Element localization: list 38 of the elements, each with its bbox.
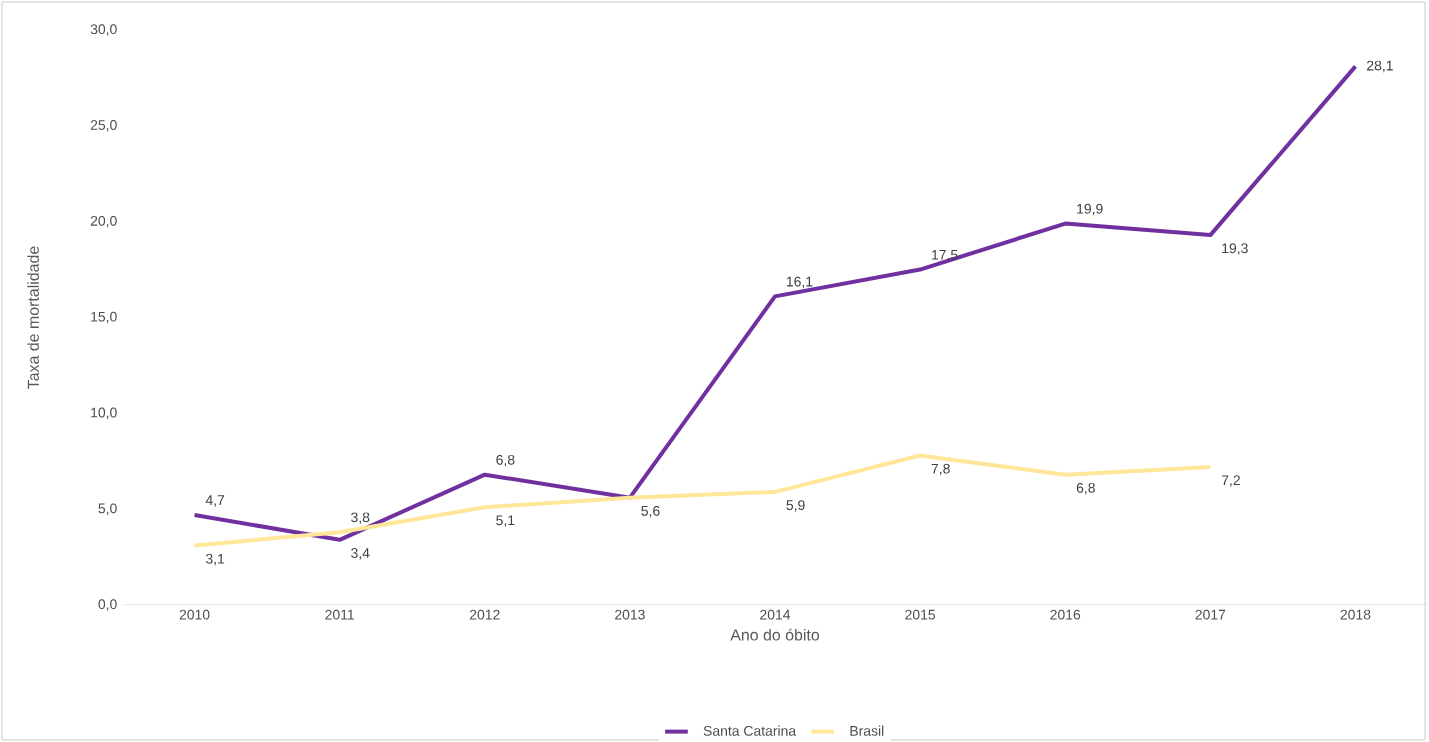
data-label: 5,1 (496, 515, 515, 527)
x-tick-label: 2015 (905, 609, 936, 620)
data-label: 19,3 (1222, 243, 1248, 255)
data-label: 5,6 (641, 505, 660, 518)
x-tick-label: 2014 (760, 609, 791, 620)
y-tick-label: 20,0 (90, 215, 117, 228)
x-axis-title: Ano do óbito (730, 628, 820, 641)
x-tick-label: 2011 (325, 609, 354, 620)
x-tick-label: 2010 (179, 609, 210, 620)
data-label: 19,9 (1077, 203, 1103, 216)
data-label: 16,1 (786, 276, 813, 289)
data-label: 7,2 (1221, 475, 1240, 487)
line-series (192, 64, 1358, 542)
y-tick-label: 0,0 (98, 599, 117, 611)
data-label: 17,5 (932, 249, 958, 262)
data-label: 28,1 (1367, 60, 1393, 73)
x-tick-label: 2013 (615, 609, 645, 620)
legend-label: Brasil (850, 725, 884, 736)
data-label: 3,8 (351, 512, 370, 524)
legend-label: Santa Catarina (703, 725, 797, 736)
data-label: 6,8 (496, 454, 515, 467)
data-label: 3,4 (351, 548, 370, 560)
x-tick-label: 2017 (1195, 609, 1226, 620)
x-tick-label: 2012 (469, 609, 500, 620)
data-label: 4,7 (205, 495, 225, 507)
data-label: 7,8 (931, 463, 950, 476)
x-tick-label: 2016 (1050, 609, 1081, 620)
y-tick-label: 15,0 (91, 311, 117, 324)
y-tick-label: 25,0 (90, 120, 117, 132)
data-label: 5,9 (786, 500, 805, 512)
y-tick-label: 30,0 (90, 24, 117, 36)
y-axis-title: Taxa de mortalidade (27, 246, 39, 389)
data-label: 6,8 (1076, 482, 1095, 495)
y-tick-label: 10,0 (91, 407, 117, 420)
line-series (192, 453, 1213, 548)
x-tick-label: 2018 (1340, 609, 1371, 620)
y-tick-label: 5,0 (98, 503, 117, 515)
data-label: 3,1 (205, 553, 225, 566)
